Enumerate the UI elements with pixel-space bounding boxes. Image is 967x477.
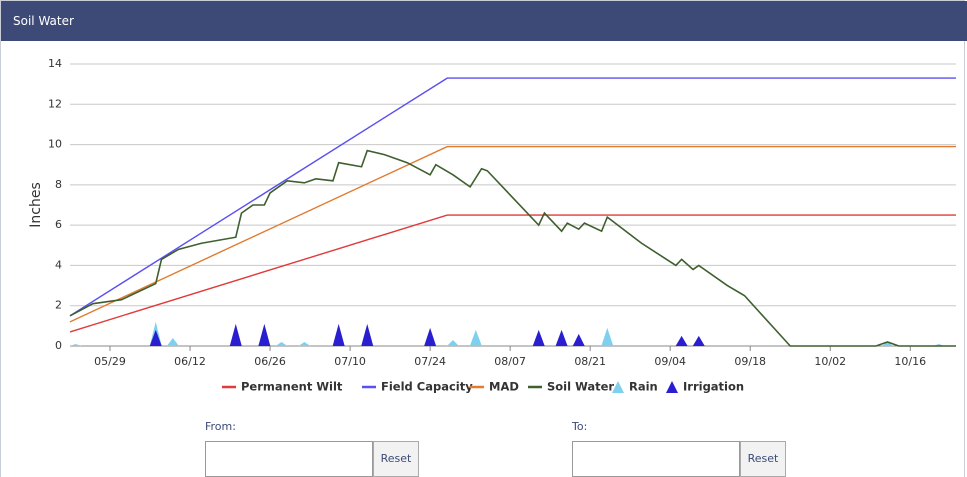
event-spike xyxy=(69,343,82,346)
y-tick-label: 10 xyxy=(48,138,62,151)
x-tick-label: 09/18 xyxy=(734,355,766,368)
x-tick-label: 07/24 xyxy=(414,355,446,368)
event-spike xyxy=(881,341,894,346)
event-spike xyxy=(675,335,688,346)
event-spike xyxy=(446,339,459,346)
y-tick-label: 12 xyxy=(48,97,62,110)
to-input[interactable] xyxy=(572,441,740,477)
x-tick-label: 07/10 xyxy=(334,355,366,368)
event-spike xyxy=(332,323,345,346)
x-tick-label: 09/04 xyxy=(654,355,686,368)
reset-button[interactable]: Reset xyxy=(740,441,786,477)
x-tick-label: 06/12 xyxy=(174,355,206,368)
event-spike xyxy=(692,335,705,346)
from-input[interactable] xyxy=(205,441,373,477)
y-tick-label: 0 xyxy=(55,339,62,352)
event-spike xyxy=(572,333,585,346)
legend-label: Irrigation xyxy=(683,380,744,394)
panel-header: Soil Water xyxy=(1,1,967,41)
series-line xyxy=(69,145,956,323)
series-line xyxy=(69,77,956,317)
legend-label: Rain xyxy=(629,380,658,394)
y-tick-label: 14 xyxy=(48,57,62,70)
legend-label: Soil Water xyxy=(547,380,614,394)
event-spike xyxy=(555,329,568,346)
y-tick-label: 8 xyxy=(55,178,62,191)
event-spike xyxy=(469,329,482,346)
event-spike xyxy=(149,329,162,346)
series-line xyxy=(69,214,956,333)
x-tick-label: 10/16 xyxy=(894,355,926,368)
legend-label: MAD xyxy=(489,380,519,394)
legend-label: Permanent Wilt xyxy=(241,380,343,394)
x-tick-label: 10/02 xyxy=(814,355,846,368)
event-spike xyxy=(424,327,437,346)
series-line xyxy=(69,149,956,347)
x-tick-label: 06/26 xyxy=(254,355,286,368)
event-spike xyxy=(258,323,271,346)
event-spike xyxy=(601,327,614,346)
y-tick-label: 2 xyxy=(55,299,62,312)
legend-marker xyxy=(612,381,624,393)
y-tick-label: 6 xyxy=(55,218,62,231)
event-spike xyxy=(361,323,374,346)
event-spike xyxy=(229,323,242,346)
y-tick-label: 4 xyxy=(55,258,62,271)
chart: 0 2 4 6 8 10 12 14 05/29 06/12 06/26 07/10 07/24 08/0… xyxy=(28,57,956,394)
x-tick-label: 08/07 xyxy=(494,355,526,368)
from-label: From: xyxy=(205,420,236,433)
event-spike xyxy=(298,341,311,346)
event-spike xyxy=(532,329,545,346)
legend-marker xyxy=(666,381,678,393)
x-tick-label: 08/21 xyxy=(574,355,606,368)
event-spike xyxy=(275,341,288,346)
legend-label: Field Capacity xyxy=(381,380,473,394)
x-tick-label: 05/29 xyxy=(94,355,126,368)
to-label: To: xyxy=(572,420,588,433)
reset-button[interactable]: Reset xyxy=(373,441,419,477)
event-spike xyxy=(166,337,179,346)
y-axis-label: Inches xyxy=(28,182,44,227)
